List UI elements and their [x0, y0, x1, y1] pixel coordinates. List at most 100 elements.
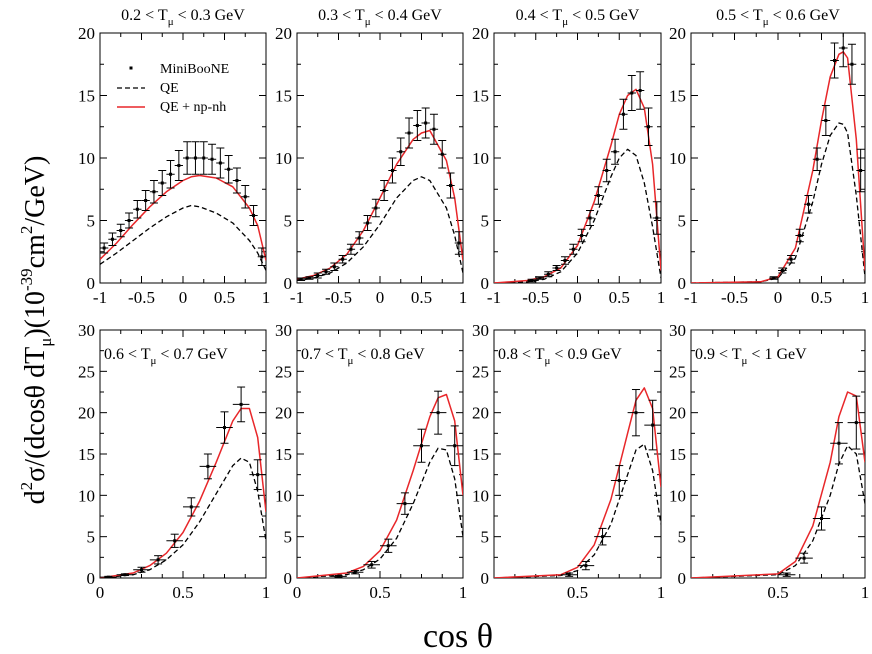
y-tick-label: 5 — [87, 212, 96, 231]
data-marker — [605, 169, 609, 172]
data-point — [216, 147, 225, 179]
data-point — [652, 201, 661, 235]
x-tick-label: -1 — [290, 288, 304, 307]
data-point — [627, 389, 645, 437]
data-point — [421, 107, 430, 139]
data-marker — [177, 164, 181, 167]
x-tick-label: 1 — [861, 288, 870, 307]
data-point — [207, 143, 217, 175]
data-points — [560, 389, 661, 577]
data-marker — [563, 259, 567, 262]
x-tick-label: 1 — [657, 583, 666, 602]
data-point — [232, 386, 250, 423]
series-line-qe — [494, 443, 661, 578]
data-point — [149, 555, 167, 565]
data-marker — [160, 181, 164, 185]
data-marker — [432, 127, 436, 131]
data-point — [446, 172, 455, 199]
x-tick-label: 1 — [262, 583, 271, 602]
y-tick-label: 10 — [78, 486, 95, 505]
x-tick-label: -0.5 — [522, 288, 549, 307]
y-tick-label: 15 — [472, 445, 489, 464]
data-point — [619, 98, 628, 130]
data-marker — [206, 464, 210, 468]
data-point — [388, 157, 397, 184]
data-point — [183, 497, 200, 517]
x-tick-label: 1 — [459, 288, 468, 307]
y-tick-label: 5 — [284, 528, 293, 547]
data-marker — [156, 558, 160, 562]
data-marker — [218, 161, 222, 165]
data-marker — [538, 276, 542, 280]
data-marker — [307, 276, 311, 280]
curves — [297, 393, 463, 578]
data-point — [812, 147, 822, 171]
panel-title: 0.6 < Tμ < 0.7 GeV — [104, 346, 228, 367]
panel-2: 0 5 10 15 20 -1 -0.5 0 0.5 1 0.3 < Tμ < 0.4 GeV — [275, 7, 467, 307]
data-marker — [185, 156, 189, 160]
y-tick-label: 10 — [472, 149, 489, 168]
data-point — [795, 228, 805, 243]
data-point — [577, 560, 595, 571]
data-marker — [617, 478, 621, 482]
data-point — [249, 459, 266, 491]
y-tick-label: 15 — [669, 87, 686, 106]
data-points — [100, 386, 266, 578]
data-marker — [370, 563, 374, 567]
data-point — [610, 138, 620, 165]
data-points — [778, 395, 865, 577]
data-point — [224, 155, 233, 184]
data-marker — [252, 214, 256, 217]
data-point — [133, 200, 142, 219]
y-tick-label: 0 — [481, 274, 490, 293]
data-marker — [634, 411, 638, 415]
data-point — [830, 422, 848, 465]
series-line-qe-npnh — [297, 129, 463, 281]
data-point — [330, 574, 347, 578]
data-point — [338, 255, 347, 264]
series-line-qe — [691, 445, 865, 578]
data-point — [635, 71, 645, 110]
panel-6: 0 5 10 15 20 25 30 0 0.5 1 0.7 < Tμ < 0.8 GeV — [275, 321, 467, 602]
curves — [297, 129, 463, 282]
panel-3: 0 5 10 15 20 -1 -0.5 0 0.5 1 0.4 < Tμ < 0.5 GeV — [472, 7, 665, 307]
x-tick-label: -1 — [487, 288, 501, 307]
data-marker — [789, 257, 793, 261]
panel-title: 0.9 < Tμ < 1 GeV — [695, 346, 807, 367]
data-marker — [243, 195, 247, 199]
x-tick-label: 0 — [573, 288, 582, 307]
data-marker — [646, 125, 650, 129]
data-point — [627, 75, 636, 111]
data-point — [305, 276, 314, 280]
y-tick-label: 20 — [275, 404, 292, 423]
panel-4: 0 5 10 15 20 -1 -0.5 0 0.5 1 0.5 < Tμ < 0.6 GeV — [669, 7, 869, 307]
series-line-qe — [100, 204, 266, 271]
data-marker — [449, 184, 453, 187]
data-point — [413, 110, 422, 141]
data-marker — [386, 544, 390, 548]
data-points — [297, 107, 463, 281]
data-point — [778, 572, 796, 577]
data-point — [569, 243, 578, 255]
y-tick-label: 20 — [472, 24, 489, 43]
y-tick-label: 5 — [284, 212, 293, 231]
y-tick-label: 20 — [669, 404, 686, 423]
x-tick-label: -1 — [684, 288, 698, 307]
series-line-qe-npnh — [494, 88, 661, 283]
y-tick-label: 10 — [472, 486, 489, 505]
y-tick-label: 5 — [481, 212, 490, 231]
data-marker — [415, 124, 419, 127]
data-marker — [256, 473, 260, 477]
data-point — [786, 255, 796, 264]
y-tick-label: 5 — [481, 528, 490, 547]
data-point — [577, 228, 586, 243]
data-marker — [850, 62, 854, 66]
data-marker — [399, 150, 403, 154]
panel-title: 0.3 < Tμ < 0.4 GeV — [318, 7, 442, 28]
x-tick-label: -1 — [93, 288, 107, 307]
x-tick-label: 0.5 — [811, 288, 832, 307]
data-marker — [299, 277, 303, 281]
data-point — [429, 390, 447, 435]
y-tick-label: 0 — [284, 569, 293, 588]
